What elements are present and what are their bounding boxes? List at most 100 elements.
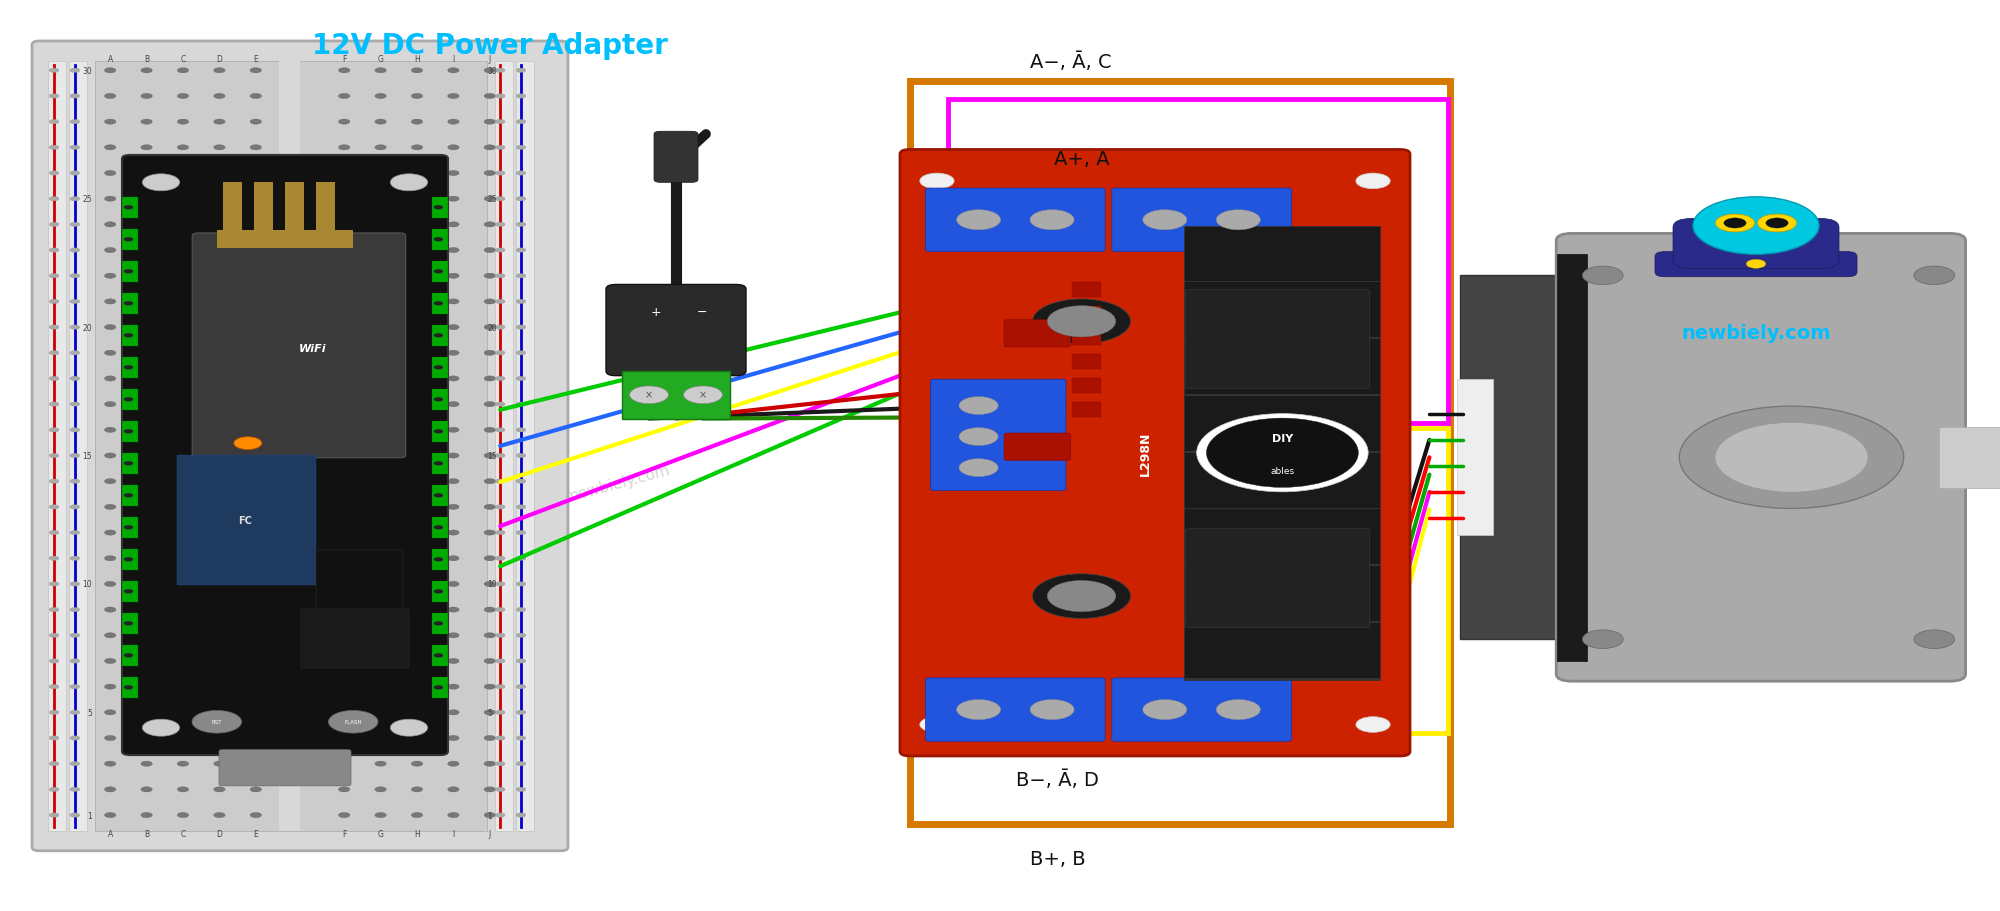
Text: 10: 10 (82, 579, 92, 589)
Circle shape (104, 735, 116, 741)
Bar (286, 183, 304, 237)
Circle shape (50, 633, 58, 638)
Bar (432, 549, 448, 570)
Circle shape (496, 813, 506, 817)
Circle shape (70, 505, 80, 509)
Circle shape (250, 274, 262, 279)
Circle shape (214, 402, 226, 407)
Circle shape (448, 608, 460, 612)
Circle shape (484, 146, 496, 151)
Bar (1184, 452, 1380, 454)
Circle shape (448, 556, 460, 561)
Circle shape (70, 403, 80, 407)
Circle shape (1048, 306, 1116, 338)
Circle shape (214, 608, 226, 612)
Circle shape (214, 813, 226, 818)
Circle shape (70, 428, 80, 433)
Text: D: D (216, 829, 222, 837)
Text: 25: 25 (82, 195, 92, 204)
Circle shape (338, 248, 350, 253)
Circle shape (70, 685, 80, 689)
Circle shape (70, 659, 80, 663)
Circle shape (214, 633, 226, 639)
Circle shape (250, 787, 262, 792)
Circle shape (1048, 581, 1116, 612)
Bar (216, 230, 354, 248)
Circle shape (70, 249, 80, 253)
Circle shape (448, 197, 460, 202)
Bar (432, 645, 448, 666)
Text: F: F (342, 56, 346, 64)
Circle shape (214, 171, 226, 177)
Circle shape (448, 402, 460, 407)
Circle shape (484, 428, 496, 433)
Circle shape (178, 274, 188, 279)
Bar (1184, 565, 1380, 567)
Text: C: C (180, 829, 186, 837)
Circle shape (250, 762, 262, 766)
Circle shape (516, 685, 526, 689)
Circle shape (178, 300, 188, 304)
Text: I: I (452, 56, 454, 64)
Circle shape (50, 479, 58, 484)
Circle shape (338, 787, 350, 792)
Circle shape (178, 813, 188, 818)
Circle shape (338, 556, 350, 561)
Circle shape (412, 505, 422, 510)
Circle shape (516, 813, 526, 817)
Circle shape (484, 813, 496, 818)
Circle shape (178, 582, 188, 587)
Bar (122, 613, 138, 634)
Circle shape (448, 762, 460, 766)
Circle shape (412, 351, 422, 356)
Circle shape (412, 325, 422, 331)
Circle shape (412, 813, 422, 818)
Circle shape (104, 684, 116, 690)
Circle shape (250, 530, 262, 536)
Circle shape (374, 762, 386, 766)
Bar (122, 261, 138, 282)
Circle shape (50, 403, 58, 407)
Circle shape (516, 736, 526, 741)
Circle shape (70, 69, 80, 74)
Text: ables: ables (1270, 466, 1294, 476)
Bar (224, 183, 242, 237)
Circle shape (214, 325, 226, 331)
Circle shape (70, 557, 80, 561)
Circle shape (140, 454, 152, 458)
Text: A: A (108, 56, 112, 64)
Circle shape (374, 274, 386, 279)
Circle shape (484, 710, 496, 715)
Circle shape (140, 68, 152, 74)
FancyBboxPatch shape (926, 189, 1106, 252)
Circle shape (104, 530, 116, 536)
Circle shape (516, 633, 526, 638)
Circle shape (338, 684, 350, 690)
Circle shape (496, 454, 506, 458)
Circle shape (1724, 219, 1746, 229)
Circle shape (338, 402, 350, 407)
Circle shape (496, 274, 506, 279)
Circle shape (434, 653, 444, 658)
Circle shape (1914, 630, 1954, 649)
Circle shape (70, 531, 80, 535)
Circle shape (374, 222, 386, 228)
Bar (432, 677, 448, 699)
Circle shape (234, 437, 262, 450)
Circle shape (374, 787, 386, 792)
Bar (910, 82, 1450, 824)
Circle shape (250, 556, 262, 561)
Text: J: J (488, 56, 490, 64)
Circle shape (70, 711, 80, 715)
Circle shape (104, 222, 116, 228)
Bar (1184, 508, 1380, 510)
Circle shape (70, 274, 80, 279)
Circle shape (250, 171, 262, 177)
Circle shape (140, 710, 152, 715)
Circle shape (484, 402, 496, 407)
Circle shape (140, 530, 152, 536)
Bar (1556, 254, 1588, 661)
Bar (122, 357, 138, 379)
Circle shape (140, 222, 152, 228)
Bar (622, 372, 730, 419)
